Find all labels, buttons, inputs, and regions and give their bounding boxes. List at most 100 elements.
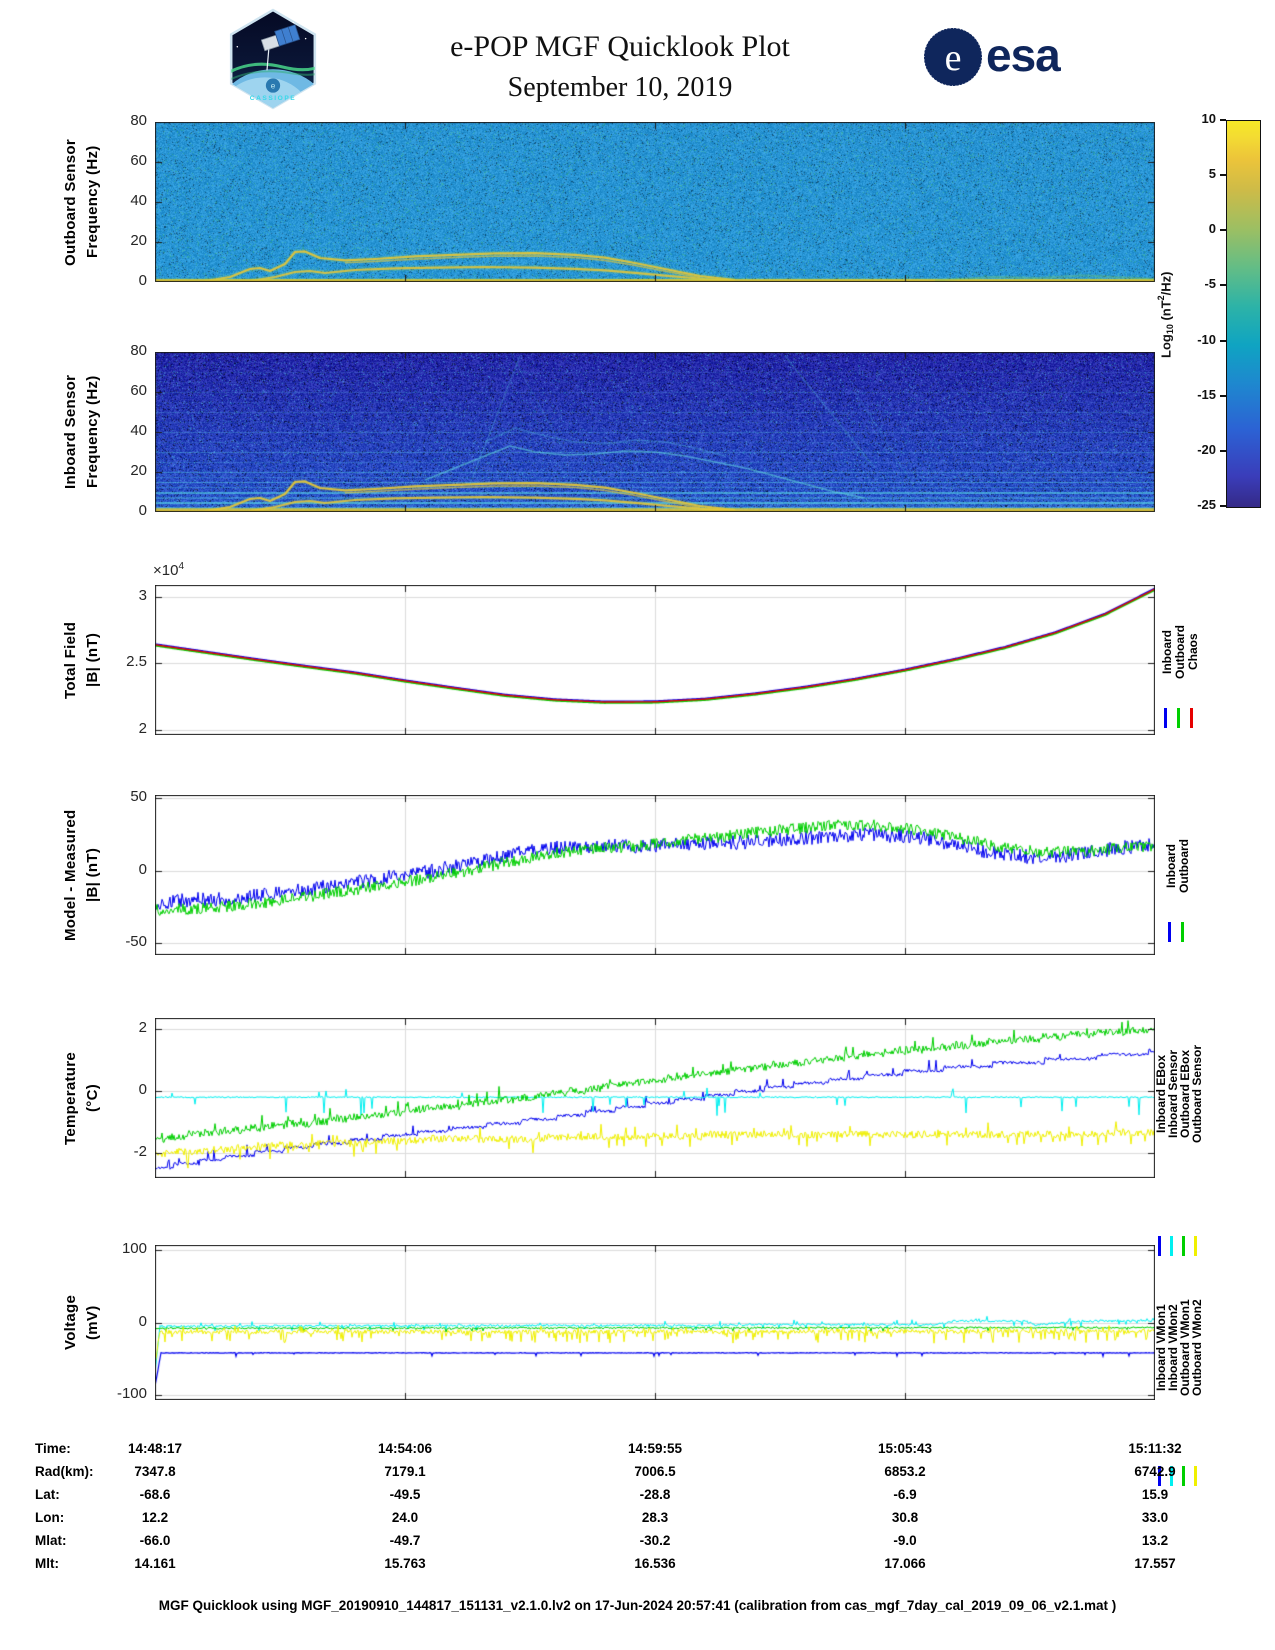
colorbar-tick-label: -15 — [1197, 386, 1216, 402]
y-tick-label: 60 — [130, 382, 147, 399]
ephemeris-value: 17.557 — [1134, 1556, 1176, 1571]
chart-canvas-outboard-spectrogram — [155, 122, 1155, 282]
colorbar — [1226, 120, 1261, 508]
y-tick-label: 0 — [138, 1312, 147, 1330]
legend-label: Outboard — [1177, 839, 1191, 893]
ephemeris-row-label: Time: — [35, 1441, 71, 1456]
colorbar-tick-label: -25 — [1197, 497, 1216, 512]
ephemeris-value: 14:59:55 — [627, 1441, 683, 1456]
ephemeris-row-label: Lat: — [35, 1487, 60, 1502]
y-axis-label: |B| (nT) — [84, 847, 101, 903]
y-tick-label: 2.5 — [126, 653, 147, 671]
colorbar-tick-label: 5 — [1208, 166, 1216, 182]
ephemeris-value: -28.8 — [639, 1487, 671, 1502]
colorbar-tick-label: -20 — [1197, 441, 1216, 457]
colorbar-tick-mark — [1220, 394, 1226, 397]
axis-exponent-label: ×104 — [153, 561, 185, 579]
y-axis-label: Total Field — [62, 621, 79, 699]
y-tick-label: 40 — [130, 422, 147, 439]
colorbar-tick-label: 0 — [1208, 221, 1216, 237]
legend-swatch — [1168, 922, 1171, 942]
ephemeris-value: 14:48:17 — [127, 1441, 183, 1456]
ephemeris-value: 17.066 — [884, 1556, 926, 1571]
y-tick-label: 0 — [138, 1081, 147, 1098]
y-axis-label: (°C) — [84, 1083, 101, 1113]
panel-total-field — [155, 585, 1155, 735]
y-tick-label: -50 — [125, 933, 147, 951]
chart-canvas-total-field — [155, 585, 1155, 735]
svg-text:e: e — [945, 37, 962, 79]
ephemeris-value: -49.5 — [389, 1487, 421, 1502]
ephemeris-value: 30.8 — [891, 1510, 919, 1525]
ephemeris-value: -68.6 — [139, 1487, 171, 1502]
y-tick-label: 0 — [138, 860, 147, 878]
legend-swatch — [1190, 708, 1193, 728]
ephemeris-value: 14:54:06 — [377, 1441, 433, 1456]
colorbar-tick-mark — [1220, 229, 1226, 232]
y-tick-label: 60 — [130, 152, 147, 169]
y-axis-label: Frequency (Hz) — [84, 145, 101, 259]
legend-swatch — [1170, 1236, 1173, 1256]
cassiope-mission-logo: e CASSIOPE — [229, 8, 317, 110]
ephemeris-value: -6.9 — [893, 1487, 917, 1502]
ephemeris-row-label: Mlat: — [35, 1533, 67, 1548]
y-axis-label: Model - Measured — [62, 809, 79, 941]
ephemeris-value: 24.0 — [391, 1510, 419, 1525]
ephemeris-value: 33.0 — [1141, 1510, 1169, 1525]
y-tick-label: 100 — [121, 1240, 147, 1258]
ephemeris-value: 16.536 — [634, 1556, 676, 1571]
page-subtitle: September 10, 2019 — [507, 72, 733, 103]
y-tick-label: 3 — [138, 586, 147, 604]
ephemeris-value: -9.0 — [893, 1533, 917, 1548]
panel-voltage — [155, 1245, 1155, 1400]
ephemeris-value: 6853.2 — [884, 1464, 926, 1479]
legend-swatch — [1170, 1466, 1173, 1486]
legend-swatch — [1181, 922, 1184, 942]
esa-globe-icon: e — [923, 27, 983, 87]
y-axis-label: Outboard Sensor — [62, 138, 79, 266]
chart-canvas-model-measured — [155, 795, 1155, 955]
ephemeris-value: 6742.9 — [1134, 1464, 1176, 1479]
legend-label: Inboard — [1164, 844, 1178, 888]
legend-swatch — [1194, 1466, 1197, 1486]
y-tick-label: 2 — [138, 1018, 147, 1036]
cassiope-label: CASSIOPE — [250, 95, 296, 102]
legend-swatch — [1182, 1466, 1185, 1486]
legend-swatch — [1164, 708, 1167, 728]
svg-text:e: e — [271, 82, 276, 91]
ephemeris-value: 15:11:32 — [1128, 1441, 1182, 1456]
chart-canvas-temperature — [155, 1018, 1155, 1178]
y-tick-label: 40 — [130, 192, 147, 209]
ephemeris-value: 28.3 — [641, 1510, 669, 1525]
legend-label: Chaos — [1186, 633, 1200, 671]
ephemeris-value: 12.2 — [141, 1510, 169, 1525]
page-title: e-POP MGF Quicklook Plot — [450, 30, 790, 63]
ephemeris-value: 7006.5 — [634, 1464, 676, 1479]
ephemeris-row-label: Rad(km): — [35, 1464, 94, 1479]
colorbar-tick-mark — [1220, 119, 1226, 121]
y-axis-label: |B| (nT) — [84, 632, 101, 688]
colorbar-tick-mark — [1220, 339, 1226, 342]
colorbar-tick-label: -5 — [1204, 276, 1216, 292]
colorbar-tick-mark — [1220, 449, 1226, 452]
chart-canvas-inboard-spectrogram — [155, 352, 1155, 512]
ephemeris-value: 15.9 — [1141, 1487, 1169, 1502]
ephemeris-value: 13.2 — [1141, 1533, 1169, 1548]
ephemeris-row-label: Lon: — [35, 1510, 65, 1525]
ephemeris-value: 15.763 — [384, 1556, 426, 1571]
legend-swatch — [1158, 1466, 1161, 1486]
ephemeris-value: -30.2 — [639, 1533, 671, 1548]
y-tick-label: 20 — [130, 232, 147, 249]
panel-inboard-spectrogram — [155, 352, 1155, 512]
colorbar-tick-label: -10 — [1197, 331, 1216, 347]
y-tick-label: 80 — [130, 112, 147, 129]
panel-model-measured — [155, 795, 1155, 955]
legend-swatch — [1158, 1236, 1161, 1256]
ephemeris-value: 15:05:43 — [877, 1441, 933, 1456]
legend-label: Outboard Sensor — [1190, 1045, 1204, 1144]
y-tick-label: 50 — [130, 787, 147, 805]
y-tick-label: 0 — [138, 502, 147, 519]
panel-temperature — [155, 1018, 1155, 1178]
y-tick-label: 0 — [138, 272, 147, 289]
